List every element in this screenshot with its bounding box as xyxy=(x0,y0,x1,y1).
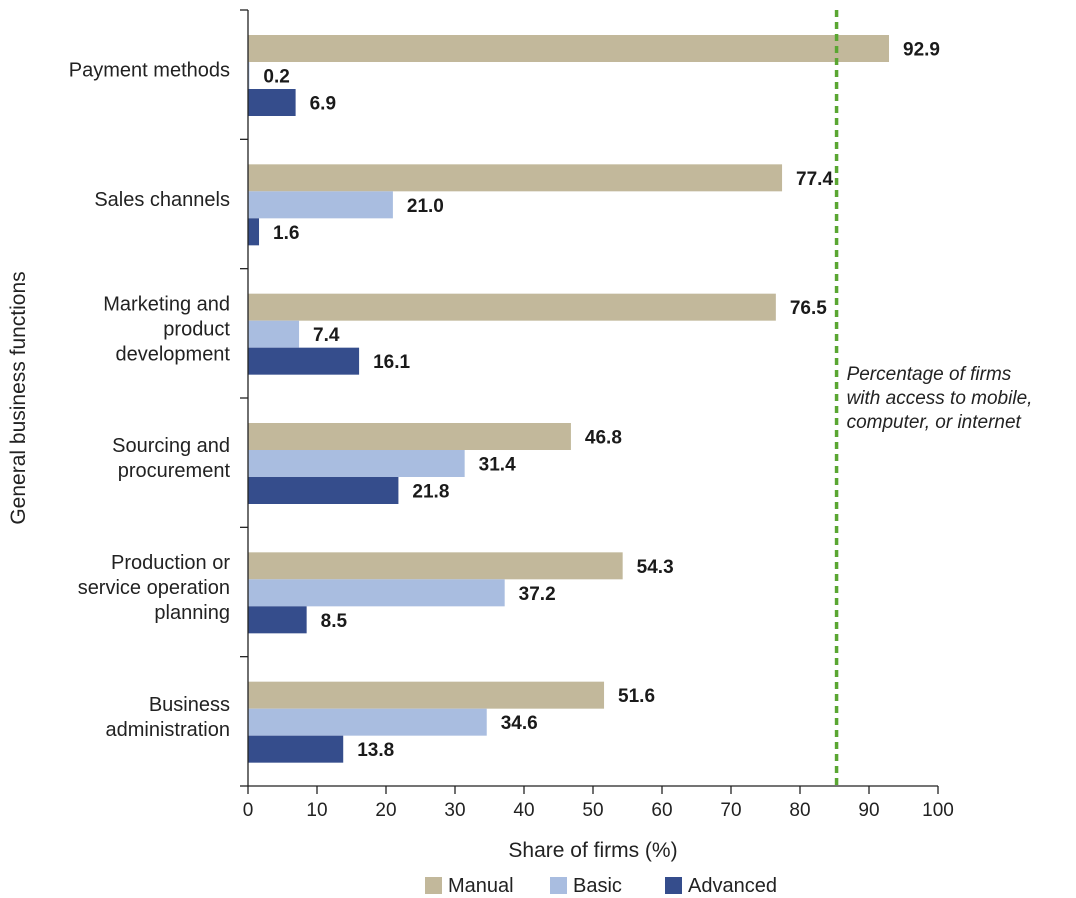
bar-basic-3 xyxy=(248,450,465,477)
data-label-advanced-2: 16.1 xyxy=(373,352,410,373)
x-tick-label: 40 xyxy=(513,800,534,821)
bar-basic-0 xyxy=(248,62,250,89)
bar-basic-5 xyxy=(248,708,487,736)
x-tick-label: 90 xyxy=(858,800,879,821)
bar-advanced-0 xyxy=(248,89,296,116)
labels-layer: 92.9 0.2 6.9 Payment methods 77.4 21.0 1.6 Sale… xyxy=(69,40,940,762)
annotation-line: computer, or internet xyxy=(847,412,1022,433)
bar-advanced-2 xyxy=(248,347,360,375)
data-label-advanced-1: 1.6 xyxy=(273,223,299,244)
bar-manual-4 xyxy=(248,552,623,580)
category-label-5: Business administration xyxy=(105,694,230,741)
annotation-line: with access to mobile, xyxy=(847,388,1033,409)
bar-advanced-1 xyxy=(248,218,260,246)
bar-basic-1 xyxy=(248,191,393,219)
legend-swatch-manual xyxy=(425,877,442,894)
category-label-line: product xyxy=(163,318,230,340)
category-label-4: Production or service operation planning xyxy=(78,552,231,624)
x-tick-label: 10 xyxy=(306,800,327,821)
category-label-0: Payment methods xyxy=(69,60,230,82)
data-label-advanced-0: 6.9 xyxy=(310,94,336,115)
data-label-advanced-4: 8.5 xyxy=(321,611,348,632)
category-label-line: service operation xyxy=(78,577,230,599)
category-label-line: administration xyxy=(105,719,230,741)
data-label-advanced-3: 21.8 xyxy=(412,482,449,503)
data-label-manual-5: 51.6 xyxy=(618,686,655,707)
x-tick-label: 60 xyxy=(651,800,672,821)
bar-advanced-3 xyxy=(248,477,399,504)
data-label-manual-4: 54.3 xyxy=(637,557,674,578)
bar-manual-5 xyxy=(248,681,605,709)
bar-basic-4 xyxy=(248,579,505,607)
data-label-basic-4: 37.2 xyxy=(519,584,556,605)
category-label-line: Business xyxy=(149,694,230,716)
legend-swatch-advanced xyxy=(665,877,682,894)
category-label-line: Marketing and xyxy=(103,293,230,315)
bar-manual-2 xyxy=(248,293,776,321)
category-label-line: planning xyxy=(154,602,230,624)
reference-line-annotation: Percentage of firms with access to mobile… xyxy=(847,364,1033,433)
category-label-line: development xyxy=(115,343,230,365)
x-tick-label: 50 xyxy=(582,800,603,821)
bars-layer xyxy=(248,35,890,763)
bar-basic-2 xyxy=(248,320,300,348)
category-label-line: Production or xyxy=(111,552,230,574)
data-label-manual-2: 76.5 xyxy=(790,298,827,319)
data-label-basic-5: 34.6 xyxy=(501,713,538,734)
reference-line-layer: Percentage of firms with access to mobile… xyxy=(834,10,1033,786)
data-label-basic-2: 7.4 xyxy=(313,325,340,346)
bar-manual-0 xyxy=(248,35,890,62)
x-axis-title: Share of firms (%) xyxy=(508,839,677,862)
category-label-line: procurement xyxy=(118,460,231,482)
legend: Manual Basic Advanced xyxy=(425,875,777,897)
data-label-advanced-5: 13.8 xyxy=(357,740,394,761)
data-label-manual-3: 46.8 xyxy=(585,428,622,449)
legend-label-manual: Manual xyxy=(448,875,514,897)
y-axis-title: General business functions xyxy=(7,271,30,524)
data-label-manual-0: 92.9 xyxy=(903,40,940,61)
legend-label-basic: Basic xyxy=(573,875,622,897)
bar-advanced-5 xyxy=(248,735,344,763)
legend-swatch-basic xyxy=(550,877,567,894)
legend-label-advanced: Advanced xyxy=(688,875,777,897)
data-label-basic-1: 21.0 xyxy=(407,196,444,217)
bar-manual-3 xyxy=(248,423,571,450)
data-label-basic-0: 0.2 xyxy=(263,67,289,88)
axes-layer: 0 10 20 30 40 50 60 70 80 90 100 xyxy=(240,9,954,821)
x-tick-label: 30 xyxy=(444,800,465,821)
category-label-1: Sales channels xyxy=(94,189,230,211)
annotation-line: Percentage of firms xyxy=(847,364,1012,385)
x-tick-label: 80 xyxy=(789,800,810,821)
bar-advanced-4 xyxy=(248,606,307,634)
x-tick-label: 100 xyxy=(922,800,954,821)
category-label-2: Marketing and product development xyxy=(103,293,230,365)
x-tick-label: 0 xyxy=(243,800,254,821)
x-tick-label: 20 xyxy=(375,800,396,821)
category-label-line: Sales channels xyxy=(94,189,230,211)
category-label-line: Sourcing and xyxy=(112,435,230,457)
data-label-basic-3: 31.4 xyxy=(479,455,516,476)
category-label-line: Payment methods xyxy=(69,60,230,82)
category-label-3: Sourcing and procurement xyxy=(112,435,230,482)
data-label-manual-1: 77.4 xyxy=(796,169,833,190)
x-tick-label: 70 xyxy=(720,800,741,821)
bar-manual-1 xyxy=(248,164,783,192)
